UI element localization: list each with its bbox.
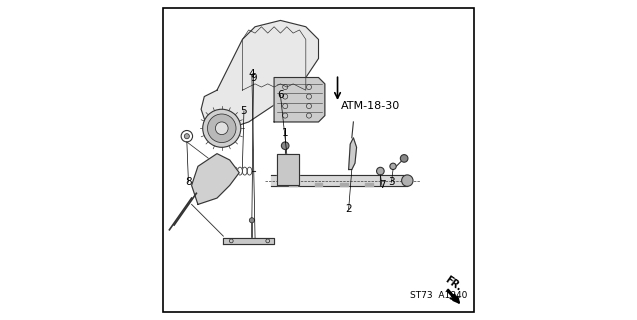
Text: 7: 7 [378, 180, 385, 190]
Polygon shape [274, 77, 325, 122]
Circle shape [208, 114, 236, 142]
Polygon shape [348, 138, 357, 170]
Text: 8: 8 [185, 177, 192, 187]
Polygon shape [192, 154, 240, 204]
Text: 3: 3 [388, 177, 395, 187]
Circle shape [203, 109, 241, 147]
Text: 6: 6 [277, 90, 283, 100]
Text: ST73  A1840: ST73 A1840 [410, 291, 468, 300]
Text: FR.: FR. [443, 275, 464, 293]
Circle shape [282, 142, 289, 149]
Circle shape [401, 175, 413, 186]
Circle shape [390, 163, 396, 170]
Text: 2: 2 [345, 204, 352, 214]
Polygon shape [277, 154, 299, 185]
Text: 1: 1 [282, 128, 289, 138]
Text: 4: 4 [248, 69, 255, 79]
Circle shape [400, 155, 408, 162]
Circle shape [249, 218, 254, 223]
FancyBboxPatch shape [163, 8, 474, 312]
Polygon shape [201, 20, 318, 135]
Text: ATM-18-30: ATM-18-30 [341, 101, 400, 111]
Text: 5: 5 [241, 106, 247, 116]
Circle shape [184, 134, 189, 139]
Circle shape [215, 122, 228, 135]
Polygon shape [224, 238, 274, 244]
Circle shape [376, 167, 384, 175]
Text: 9: 9 [250, 73, 257, 83]
